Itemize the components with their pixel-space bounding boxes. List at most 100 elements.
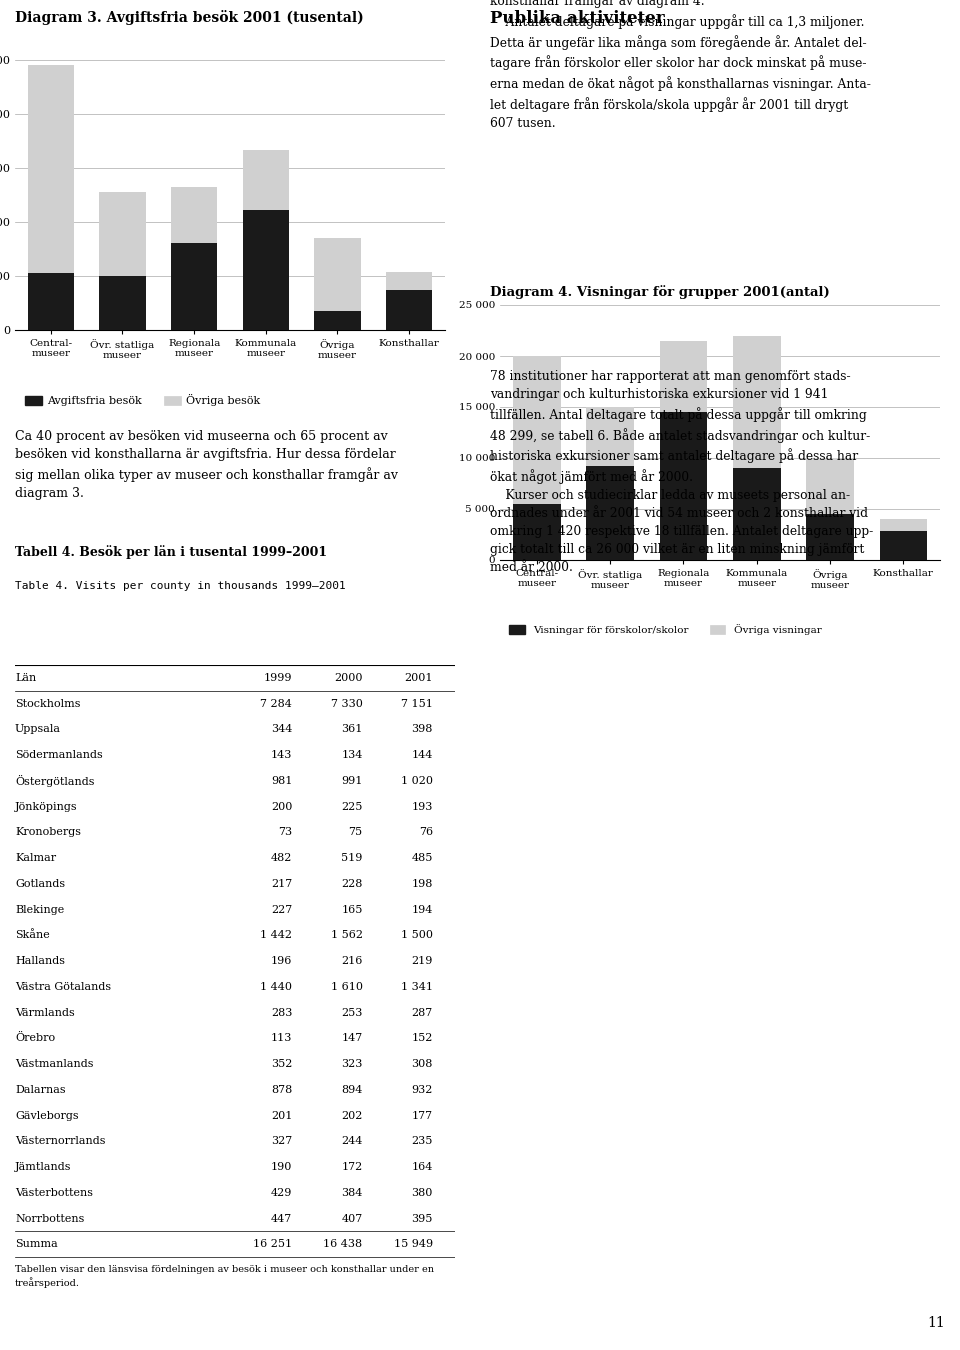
Text: Diagram 3. Avgiftsfria besök 2001 (tusental): Diagram 3. Avgiftsfria besök 2001 (tusen…: [15, 9, 364, 26]
Text: Diagram 4. Visningar för grupper 2001(antal): Diagram 4. Visningar för grupper 2001(an…: [490, 285, 829, 298]
Text: 202: 202: [341, 1111, 363, 1120]
Text: 932: 932: [412, 1085, 433, 1095]
Text: Kronobergs: Kronobergs: [15, 828, 81, 837]
Text: 7 284: 7 284: [260, 698, 292, 709]
Text: 407: 407: [342, 1214, 363, 1223]
Text: Län: Län: [15, 672, 36, 683]
Legend: Visningar för förskolor/skolor, Övriga visningar: Visningar för förskolor/skolor, Övriga v…: [505, 620, 826, 639]
Text: 380: 380: [412, 1188, 433, 1197]
Text: Västra Götalands: Västra Götalands: [15, 981, 111, 992]
Text: 196: 196: [271, 956, 292, 967]
Text: 15 949: 15 949: [394, 1239, 433, 1249]
Text: 878: 878: [271, 1085, 292, 1095]
Text: 287: 287: [412, 1007, 433, 1018]
Text: 1 442: 1 442: [260, 930, 292, 941]
Text: 78 institutioner har rapporterat att man genomfört stads-
vandringar och kulturh: 78 institutioner har rapporterat att man…: [490, 370, 874, 574]
Bar: [879, 520, 927, 532]
Text: Gotlands: Gotlands: [15, 879, 65, 888]
Text: 7 330: 7 330: [331, 698, 363, 709]
Text: 1999: 1999: [264, 672, 292, 683]
Text: Table 4. Visits per county in thousands 1999–2001: Table 4. Visits per county in thousands …: [15, 580, 346, 591]
Text: 76: 76: [419, 828, 433, 837]
Bar: [660, 340, 708, 412]
Text: 75: 75: [348, 828, 363, 837]
Bar: [879, 532, 927, 560]
Text: 1 500: 1 500: [401, 930, 433, 941]
Text: 429: 429: [271, 1188, 292, 1197]
Bar: [99, 192, 146, 275]
Text: 143: 143: [271, 751, 292, 760]
Text: 190: 190: [271, 1162, 292, 1172]
Text: 164: 164: [412, 1162, 433, 1172]
Legend: Avgiftsfria besök, Övriga besök: Avgiftsfria besök, Övriga besök: [20, 390, 265, 410]
Text: 152: 152: [412, 1033, 433, 1044]
Bar: [28, 65, 74, 273]
Text: 201: 201: [271, 1111, 292, 1120]
Text: 2000: 2000: [334, 672, 363, 683]
Bar: [587, 406, 634, 466]
Text: 323: 323: [341, 1058, 363, 1069]
Bar: [513, 356, 561, 504]
Text: 147: 147: [342, 1033, 363, 1044]
Text: Uppsala: Uppsala: [15, 725, 61, 734]
Bar: [806, 514, 853, 560]
Text: Hallands: Hallands: [15, 956, 65, 967]
Text: 1 440: 1 440: [260, 981, 292, 992]
Text: 244: 244: [341, 1137, 363, 1146]
Bar: [314, 238, 361, 310]
Text: 217: 217: [271, 879, 292, 888]
Text: Antal visningar för grupper under år 2001 har uppskattats till
ungefär 76 000, s: Antal visningar för grupper under år 200…: [490, 0, 883, 130]
Bar: [587, 466, 634, 560]
Bar: [171, 243, 218, 329]
Bar: [732, 336, 780, 468]
Text: Publika aktiviteter: Publika aktiviteter: [490, 9, 664, 27]
Text: 482: 482: [271, 853, 292, 863]
Text: Stockholms: Stockholms: [15, 698, 81, 709]
Text: Tabell 4. Besök per län i tusental 1999–2001: Tabell 4. Besök per län i tusental 1999–…: [15, 545, 327, 559]
Text: 177: 177: [412, 1111, 433, 1120]
Text: Värmlands: Värmlands: [15, 1007, 75, 1018]
Text: Södermanlands: Södermanlands: [15, 751, 103, 760]
Text: 361: 361: [341, 725, 363, 734]
Text: 283: 283: [271, 1007, 292, 1018]
Text: 253: 253: [341, 1007, 363, 1018]
Text: Norrbottens: Norrbottens: [15, 1214, 84, 1223]
Text: 1 341: 1 341: [401, 981, 433, 992]
Text: 219: 219: [412, 956, 433, 967]
Text: Tabellen visar den länsvisa fördelningen av besök i museer och konsthallar under: Tabellen visar den länsvisa fördelningen…: [15, 1265, 434, 1288]
Bar: [386, 289, 432, 329]
Text: 991: 991: [341, 776, 363, 786]
Text: 485: 485: [412, 853, 433, 863]
Bar: [513, 504, 561, 560]
Text: Örebro: Örebro: [15, 1033, 55, 1044]
Text: 2001: 2001: [404, 672, 433, 683]
Text: Ca 40 procent av besöken vid museerna och 65 procent av
besöken vid konsthallarn: Ca 40 procent av besöken vid museerna oc…: [15, 431, 398, 500]
Text: 172: 172: [342, 1162, 363, 1172]
Bar: [28, 273, 74, 329]
Text: 216: 216: [341, 956, 363, 967]
Text: 519: 519: [341, 853, 363, 863]
Text: 235: 235: [412, 1137, 433, 1146]
Text: 894: 894: [341, 1085, 363, 1095]
Text: 134: 134: [341, 751, 363, 760]
Text: 398: 398: [412, 725, 433, 734]
Text: 1 020: 1 020: [401, 776, 433, 786]
Text: 16 251: 16 251: [253, 1239, 292, 1249]
Bar: [171, 188, 218, 243]
Bar: [243, 150, 289, 211]
Bar: [732, 468, 780, 560]
Text: Jämtlands: Jämtlands: [15, 1162, 71, 1172]
Bar: [99, 275, 146, 329]
Text: 7 151: 7 151: [401, 698, 433, 709]
Text: Gävleborgs: Gävleborgs: [15, 1111, 79, 1120]
Text: 165: 165: [341, 904, 363, 914]
Bar: [386, 271, 432, 289]
Text: 395: 395: [412, 1214, 433, 1223]
Text: Västernorrlands: Västernorrlands: [15, 1137, 106, 1146]
Text: 352: 352: [271, 1058, 292, 1069]
Text: Östergötlands: Östergötlands: [15, 775, 94, 787]
Bar: [660, 412, 708, 560]
Text: Kalmar: Kalmar: [15, 853, 56, 863]
Text: Västerbottens: Västerbottens: [15, 1188, 93, 1197]
Bar: [243, 211, 289, 329]
